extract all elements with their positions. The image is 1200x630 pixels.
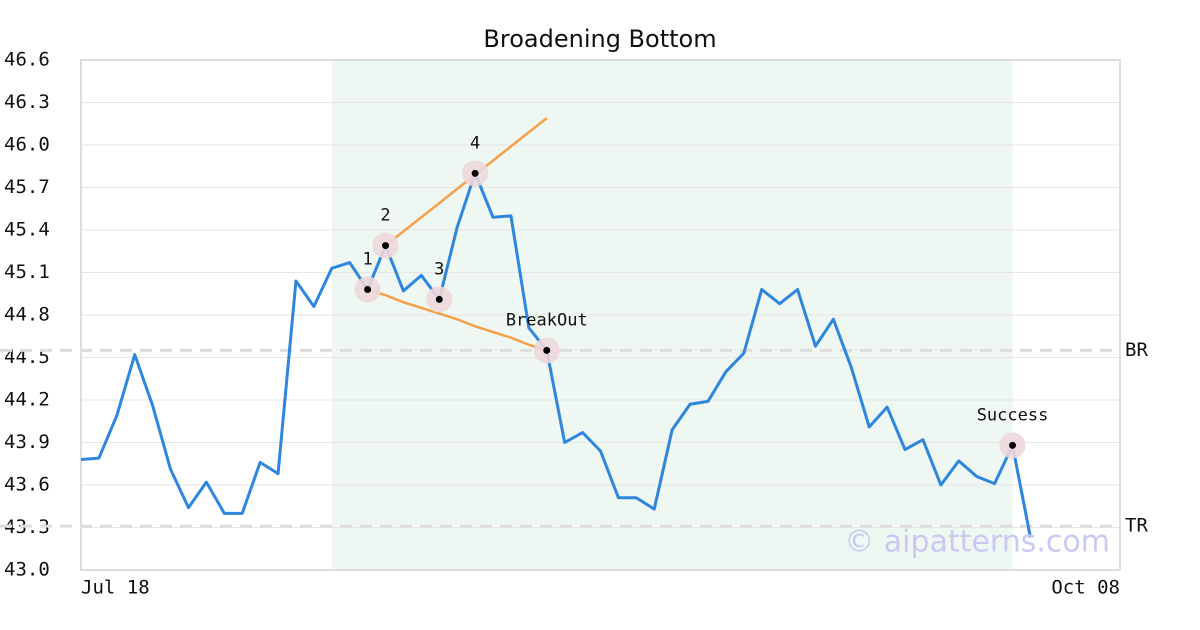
y-tick-label: 46.6 xyxy=(4,49,50,71)
y-tick-label: 44.2 xyxy=(4,389,50,411)
marker-label: 4 xyxy=(470,133,480,153)
y-tick-label: 45.4 xyxy=(4,219,50,241)
x-label: Jul 18 xyxy=(81,577,150,599)
y-tick-label: 45.1 xyxy=(4,261,50,283)
marker-dot xyxy=(435,295,443,303)
marker-label: Success xyxy=(977,405,1049,425)
y-tick-label: 43.6 xyxy=(4,474,50,496)
y-tick-label: 43.0 xyxy=(4,559,50,581)
y-tick-label: 44.5 xyxy=(4,346,50,368)
level-label: TR xyxy=(1125,515,1148,537)
chart-title: Broadening Bottom xyxy=(483,25,716,53)
marker-dot xyxy=(471,169,479,177)
watermark: © aipatterns.com xyxy=(844,525,1110,560)
y-tick-label: 46.0 xyxy=(4,134,50,156)
marker-label: BreakOut xyxy=(506,310,588,330)
y-tick-label: 46.3 xyxy=(4,91,50,113)
marker-label: 3 xyxy=(434,259,444,279)
marker-label: 1 xyxy=(362,250,372,270)
marker-dot xyxy=(364,286,372,293)
plot-frame xyxy=(80,59,1121,571)
marker-dot xyxy=(543,346,551,354)
level-label: BR xyxy=(1125,339,1148,361)
y-tick-label: 44.8 xyxy=(4,304,50,326)
y-tick-label: 43.9 xyxy=(4,431,50,453)
marker-dot xyxy=(382,242,390,250)
x-label: Oct 08 xyxy=(1051,577,1120,599)
trendline xyxy=(367,288,548,352)
price-line xyxy=(80,171,1032,538)
y-tick-label: 45.7 xyxy=(4,176,50,198)
marker-label: 2 xyxy=(380,206,390,226)
marker-dot xyxy=(1009,441,1017,449)
